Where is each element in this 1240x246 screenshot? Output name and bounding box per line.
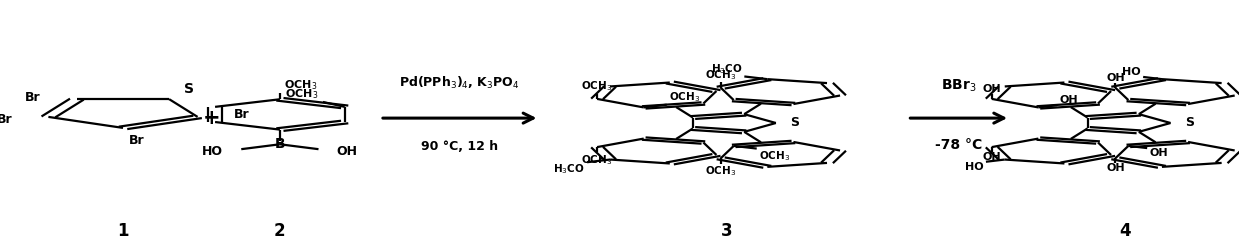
Text: OCH$_3$: OCH$_3$ [284, 78, 316, 92]
Text: OCH$_3$: OCH$_3$ [582, 153, 613, 167]
Text: HO: HO [202, 145, 223, 158]
Text: S: S [184, 82, 193, 96]
Text: 1: 1 [118, 222, 129, 240]
Text: Br: Br [25, 91, 41, 104]
Text: H$_3$CO: H$_3$CO [553, 162, 585, 176]
Text: Br: Br [129, 134, 145, 147]
Text: OH: OH [982, 84, 1001, 94]
Text: BBr$_3$: BBr$_3$ [941, 77, 976, 94]
Text: OH: OH [1149, 148, 1168, 158]
Text: OH: OH [1106, 73, 1125, 83]
Text: -78 °C: -78 °C [935, 138, 982, 152]
Text: Pd(PPh$_3$)$_4$, K$_3$PO$_4$: Pd(PPh$_3$)$_4$, K$_3$PO$_4$ [399, 75, 520, 91]
Text: H$_3$CO: H$_3$CO [711, 62, 743, 76]
Text: S: S [790, 117, 800, 129]
Text: Br: Br [234, 108, 249, 122]
Text: OCH$_3$: OCH$_3$ [759, 149, 790, 163]
Text: OCH$_3$: OCH$_3$ [706, 164, 737, 178]
Text: OH: OH [1059, 95, 1078, 105]
Text: 4: 4 [1118, 222, 1131, 240]
Text: 90 °C, 12 h: 90 °C, 12 h [422, 140, 498, 153]
Text: OCH$_3$: OCH$_3$ [668, 91, 701, 105]
Text: 2: 2 [274, 222, 285, 240]
Text: OH: OH [336, 145, 357, 158]
Text: HO: HO [965, 162, 983, 172]
Text: 3: 3 [720, 222, 732, 240]
Text: OH: OH [1106, 163, 1125, 173]
Text: OH: OH [982, 152, 1001, 162]
Text: +: + [202, 108, 219, 128]
Text: B: B [274, 137, 285, 151]
Text: OCH$_3$: OCH$_3$ [706, 68, 737, 82]
Text: OCH$_3$: OCH$_3$ [285, 87, 319, 101]
Text: S: S [1185, 117, 1194, 129]
Text: Br: Br [0, 113, 12, 126]
Text: HO: HO [1122, 67, 1141, 77]
Text: OCH$_3$: OCH$_3$ [582, 79, 613, 93]
